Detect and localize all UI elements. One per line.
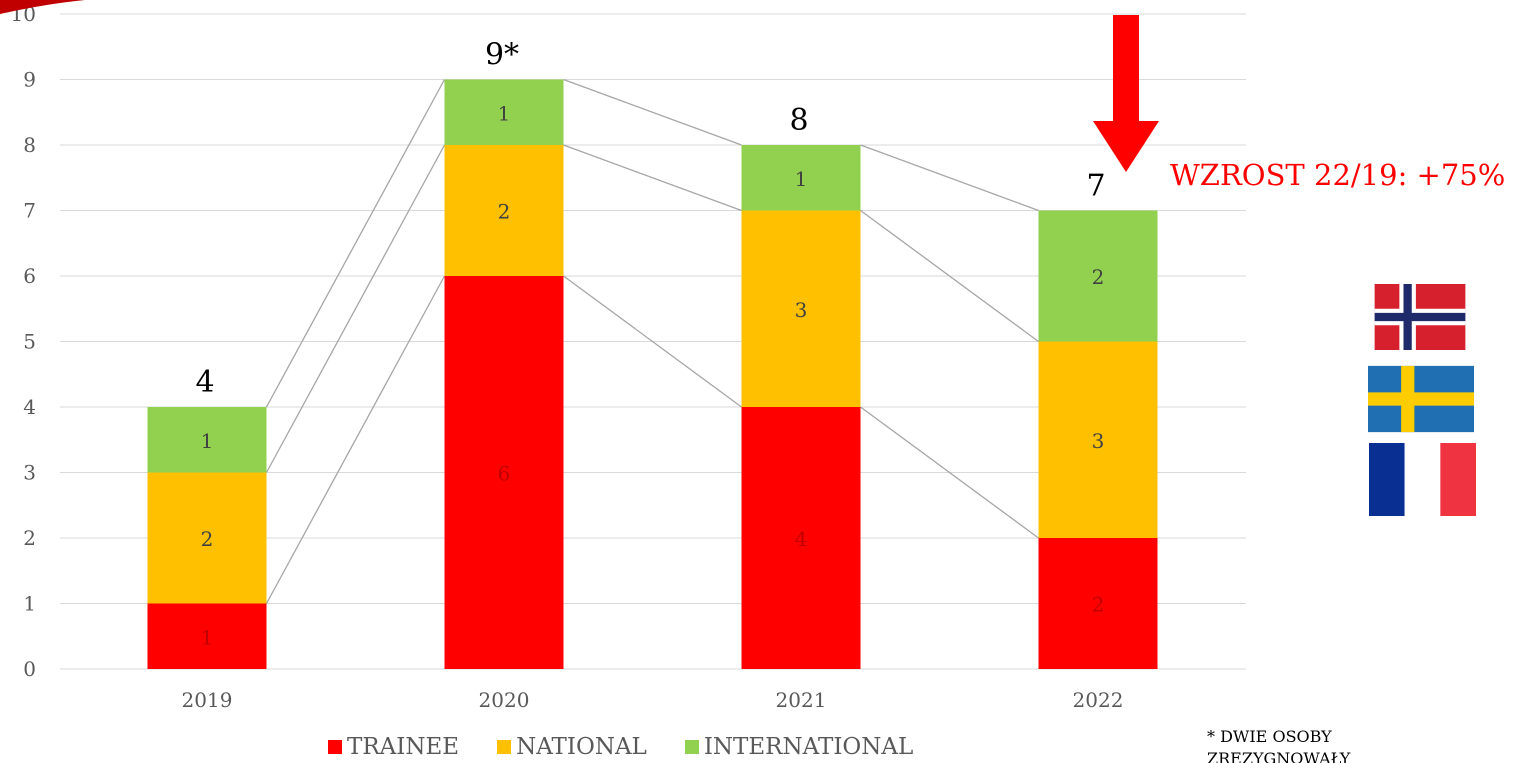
bar-segment-trainee [444, 276, 564, 669]
y-tick-label: 9 [23, 68, 36, 92]
y-tick-label: 6 [23, 264, 36, 288]
series-connector-line [860, 209, 1039, 343]
series-connector-line [860, 144, 1039, 212]
legend-item-international: INTERNATIONAL [684, 734, 914, 760]
bar-value-label: 1 [201, 625, 214, 649]
x-tick-label: 2020 [479, 688, 530, 712]
series-connector-line [265, 275, 446, 604]
france-flag-icon [1369, 443, 1476, 516]
legend-swatch-international [684, 740, 699, 754]
series-connector-line [265, 79, 446, 408]
bar-total-label: 7 [1086, 169, 1105, 204]
bar-segment-trainee [1038, 538, 1158, 669]
bar-segment-trainee [147, 603, 267, 669]
bar-value-label: 4 [795, 527, 808, 551]
x-tick-label: 2022 [1073, 688, 1124, 712]
legend-label-international: INTERNATIONAL [703, 734, 914, 760]
bar-segment-international [444, 79, 564, 145]
bar-value-label: 3 [1092, 429, 1105, 453]
sweden-flag-icon [1368, 365, 1474, 433]
bar-total-label: 9* [485, 38, 519, 73]
legend-label-national: NATIONAL [516, 734, 647, 760]
chart-legend: TRAINEE NATIONAL INTERNATIONAL [328, 734, 913, 760]
legend-swatch-trainee [328, 740, 342, 754]
y-tick-label: 3 [23, 461, 36, 485]
bar-segment-trainee [741, 407, 861, 669]
bar-total-label: 4 [195, 365, 214, 400]
y-tick-label: 2 [23, 526, 36, 550]
x-tick-label: 2021 [776, 688, 827, 712]
series-connector-line [265, 144, 446, 473]
footnote: * DWIE OSOBY ZREZYGNOWAŁY [1207, 727, 1351, 763]
y-tick-label: 0 [23, 657, 36, 681]
bar-segment-national [1038, 341, 1158, 538]
red-down-arrow-icon [1093, 15, 1159, 172]
series-connector-line [860, 406, 1039, 539]
series-connector-line [563, 144, 742, 212]
bar-value-label: 2 [1092, 265, 1105, 289]
legend-item-trainee: TRAINEE [328, 734, 459, 760]
legend-label-trainee: TRAINEE [347, 734, 460, 760]
bar-value-label: 2 [1092, 593, 1105, 617]
bar-value-label: 3 [795, 298, 808, 322]
bar-segment-national [147, 472, 267, 604]
x-tick-label: 2019 [182, 688, 233, 712]
bar-segment-national [444, 145, 564, 276]
bar-segment-international [147, 407, 267, 473]
bar-segment-international [1038, 210, 1158, 342]
y-tick-label: 8 [23, 133, 36, 157]
y-tick-label: 4 [23, 395, 36, 419]
series-connector-line [563, 78, 742, 146]
y-tick-label: 5 [23, 330, 36, 354]
y-tick-label: 7 [23, 199, 36, 223]
bar-value-label: 2 [498, 200, 511, 224]
y-tick-label: 1 [23, 592, 36, 616]
bar-segment-national [741, 210, 861, 407]
bar-total-label: 8 [789, 103, 808, 138]
norway-flag-icon [1369, 284, 1471, 350]
legend-item-national: NATIONAL [497, 734, 647, 760]
bar-value-label: 6 [498, 462, 511, 486]
bar-value-label: 1 [498, 101, 511, 125]
series-connector-line [563, 275, 742, 408]
bar-value-label: 1 [795, 167, 808, 191]
growth-annotation: WZROST 22/19: +75% [1170, 158, 1506, 192]
legend-swatch-national [497, 740, 512, 754]
bar-value-label: 2 [201, 527, 214, 551]
bar-value-label: 1 [201, 429, 214, 453]
bar-segment-international [741, 145, 861, 211]
corner-accent-icon [0, 0, 85, 14]
